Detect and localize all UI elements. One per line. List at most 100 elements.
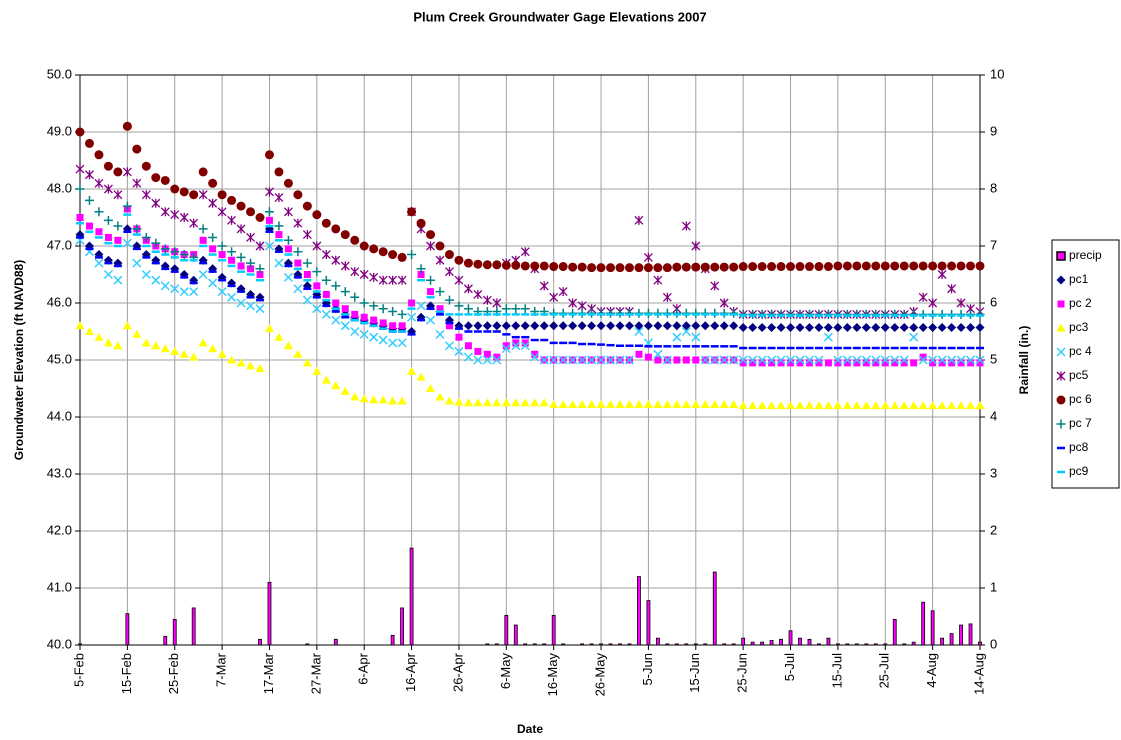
marker: [653, 399, 663, 408]
marker: [312, 304, 322, 314]
marker: [852, 401, 862, 410]
marker: [122, 321, 132, 330]
marker: [84, 327, 94, 335]
marker: [673, 356, 681, 364]
marker: [463, 398, 473, 407]
marker: [520, 304, 530, 314]
marker: [710, 281, 720, 291]
bar: [807, 638, 812, 646]
marker: [340, 230, 350, 240]
marker: [132, 329, 142, 338]
marker: [274, 258, 284, 268]
marker: [198, 224, 208, 234]
marker: [283, 341, 293, 350]
marker: [274, 167, 284, 177]
marker: [653, 263, 663, 273]
marker: [795, 323, 805, 333]
marker: [445, 267, 454, 277]
bar: [655, 637, 660, 646]
marker: [397, 309, 407, 319]
marker: [919, 353, 927, 361]
marker: [719, 298, 729, 308]
x-tick-label: 16-Apr: [403, 652, 418, 692]
marker: [160, 175, 170, 185]
marker: [463, 321, 473, 331]
marker: [464, 342, 472, 350]
bar: [125, 613, 130, 646]
marker: [208, 198, 218, 208]
marker: [274, 221, 284, 231]
marker: [340, 386, 350, 395]
marker: [577, 399, 587, 408]
marker: [681, 321, 691, 331]
marker: [748, 323, 758, 333]
x-tick-label: 25-Feb: [166, 653, 181, 694]
marker: [785, 355, 796, 365]
bar: [883, 643, 888, 646]
marker: [209, 245, 217, 253]
marker-series: [75, 321, 985, 410]
marker: [95, 228, 103, 236]
marker: [681, 399, 691, 408]
x-tick-label: 5-Feb: [71, 653, 86, 687]
marker: [104, 233, 112, 241]
marker: [700, 399, 710, 408]
marker: [975, 261, 985, 271]
marker: [568, 399, 578, 408]
marker: [227, 215, 237, 225]
marker: [928, 323, 938, 333]
marker: [388, 396, 398, 405]
marker: [615, 399, 625, 408]
marker: [881, 359, 889, 367]
marker: [681, 262, 691, 272]
marker: [700, 355, 710, 365]
legend-label: pc3: [1069, 320, 1089, 334]
marker: [947, 284, 957, 294]
marker: [738, 401, 748, 410]
marker: [558, 399, 568, 408]
marker: [397, 338, 407, 348]
marker: [122, 238, 132, 248]
marker: [351, 310, 359, 318]
marker: [454, 275, 464, 285]
marker: [103, 161, 113, 171]
marker: [861, 323, 871, 333]
bar: [930, 610, 935, 646]
marker-series: [75, 121, 985, 273]
marker: [928, 261, 938, 271]
marker: [691, 262, 701, 272]
marker: [729, 399, 739, 408]
marker: [768, 359, 776, 367]
marker: [199, 236, 207, 244]
marker: [587, 263, 597, 273]
bar: [258, 638, 262, 646]
marker: [236, 298, 246, 308]
x-tick-label: 17-Mar: [261, 652, 276, 694]
marker: [454, 255, 464, 265]
marker: [1056, 419, 1066, 429]
marker: [823, 332, 833, 342]
marker: [444, 250, 454, 260]
marker: [237, 262, 245, 270]
marker: [501, 344, 511, 354]
marker: [975, 355, 985, 365]
marker: [151, 275, 161, 285]
marker: [435, 241, 445, 251]
marker: [966, 323, 976, 333]
marker: [833, 355, 843, 365]
marker: [114, 236, 122, 244]
marker: [776, 262, 786, 272]
marker: [321, 309, 331, 319]
y2-tick-label: 7: [990, 237, 997, 252]
marker: [748, 262, 758, 272]
marker: [795, 355, 805, 365]
marker: [132, 144, 142, 154]
bar: [627, 643, 632, 646]
marker: [729, 321, 739, 331]
bar: [940, 637, 945, 646]
marker-series: [76, 230, 984, 350]
bar-series: [78, 547, 982, 646]
marker: [653, 321, 663, 331]
marker: [624, 263, 634, 273]
marker: [606, 263, 616, 273]
